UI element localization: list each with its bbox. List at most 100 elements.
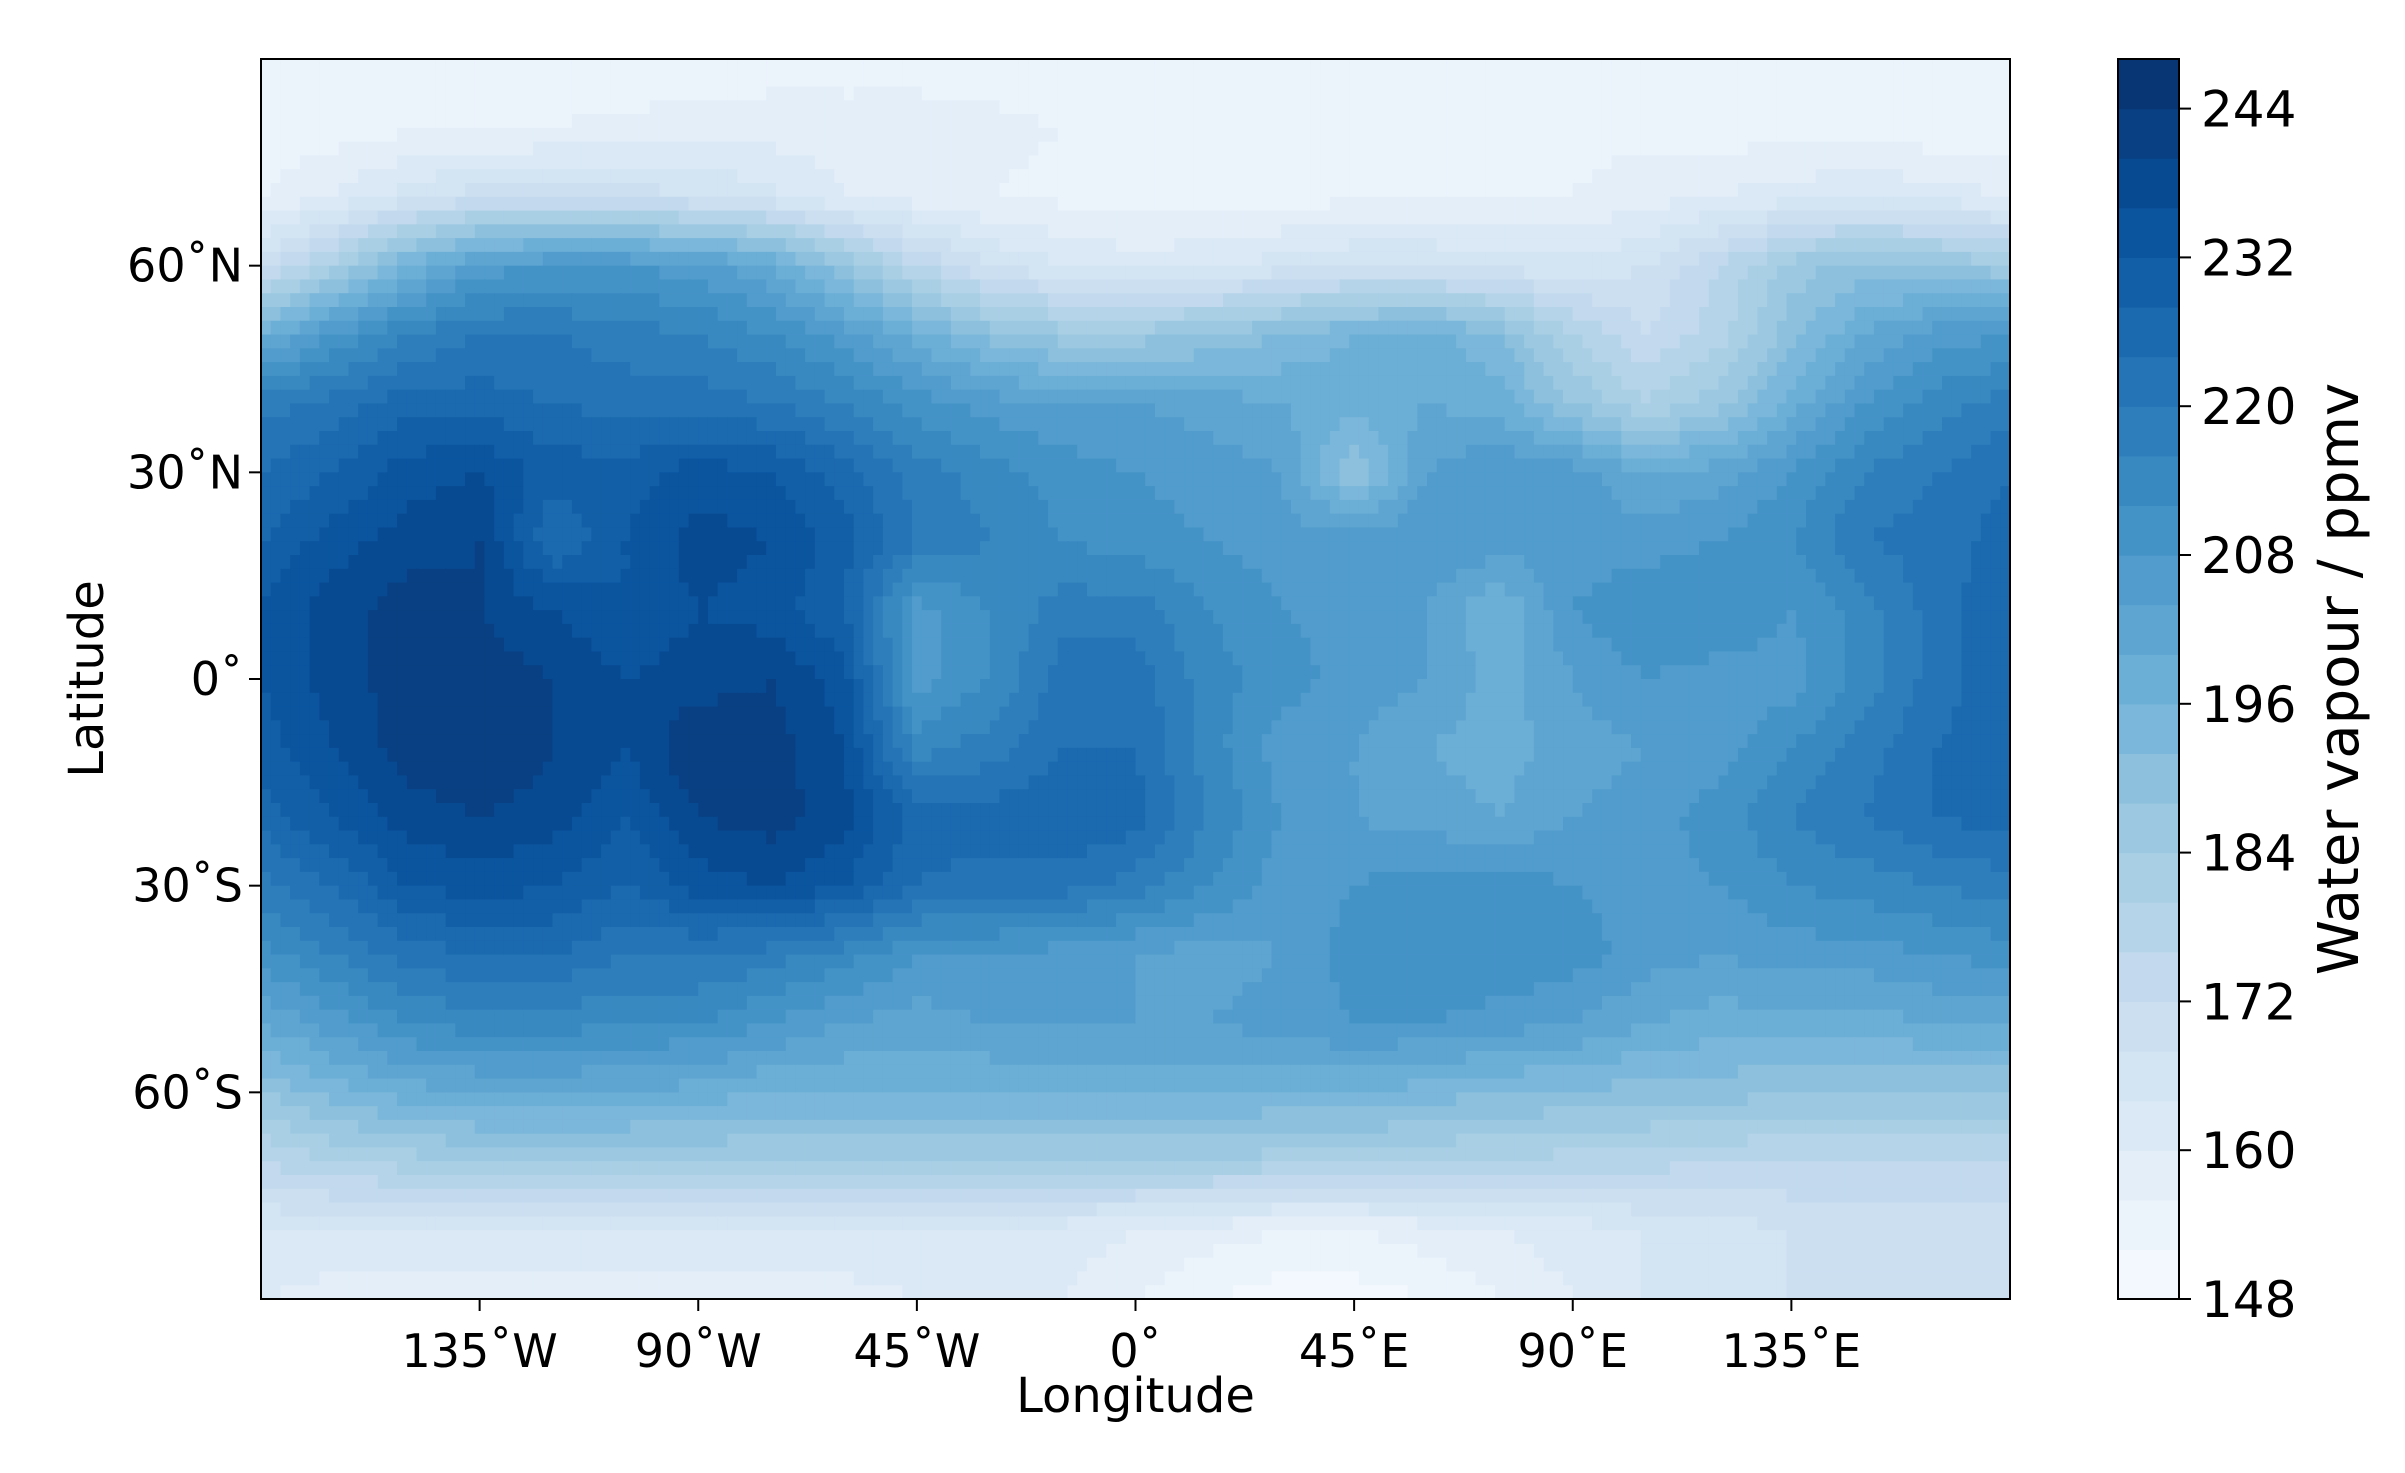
heatmap-cell xyxy=(261,196,272,212)
heatmap-cell xyxy=(1961,293,1972,308)
heatmap-cell xyxy=(1601,417,1613,432)
heatmap-cell xyxy=(1271,334,1282,349)
heatmap-cell xyxy=(1941,348,1953,363)
heatmap-cell xyxy=(1961,59,1972,74)
heatmap-cell xyxy=(406,251,418,267)
heatmap-cell xyxy=(1388,169,1399,184)
heatmap-cell xyxy=(1378,389,1389,405)
heatmap-cell xyxy=(581,155,592,170)
heatmap-cell xyxy=(630,251,641,267)
heatmap-cell xyxy=(1582,59,1593,74)
heatmap-cell xyxy=(989,251,1001,267)
heatmap-cell xyxy=(1553,417,1564,432)
heatmap-cell xyxy=(1378,100,1389,115)
heatmap-cell xyxy=(484,72,495,88)
heatmap-cell xyxy=(1980,238,1992,253)
heatmap-cell xyxy=(1533,431,1545,446)
heatmap-cell xyxy=(1388,127,1399,143)
heatmap-cell xyxy=(1193,348,1205,363)
heatmap-cell xyxy=(1844,417,1856,432)
heatmap-cell xyxy=(309,334,320,349)
heatmap-cell xyxy=(416,155,427,170)
heatmap-cell xyxy=(1718,403,1729,418)
heatmap-cell xyxy=(474,72,486,88)
heatmap-cell xyxy=(494,431,505,446)
heatmap-cell xyxy=(1164,86,1175,101)
heatmap-cell xyxy=(1669,389,1681,405)
heatmap-cell xyxy=(581,169,592,184)
heatmap-cell xyxy=(1057,431,1069,446)
heatmap-cell xyxy=(989,334,1001,349)
heatmap-cell xyxy=(727,307,738,322)
heatmap-cell xyxy=(795,293,806,308)
heatmap-cell xyxy=(1708,196,1720,212)
heatmap-cell xyxy=(1660,59,1671,74)
heatmap-cell xyxy=(309,320,320,336)
heatmap-cell xyxy=(1893,265,1904,281)
heatmap-cell xyxy=(1640,375,1652,391)
heatmap-cell xyxy=(1057,279,1069,294)
heatmap-cell xyxy=(1903,389,1914,405)
heatmap-cell xyxy=(1261,348,1273,363)
heatmap-cell xyxy=(1456,307,1467,322)
heatmap-cell xyxy=(659,127,670,143)
heatmap-cell xyxy=(882,238,894,253)
heatmap-cell xyxy=(989,183,1001,198)
heatmap-cell xyxy=(795,389,806,405)
heatmap-cell xyxy=(1339,100,1350,115)
heatmap-cell xyxy=(1582,224,1593,239)
heatmap-cell xyxy=(1611,307,1622,322)
heatmap-cell xyxy=(1708,183,1720,198)
heatmap-cell xyxy=(290,86,301,101)
heatmap-cell xyxy=(387,59,398,74)
heatmap-cell xyxy=(2000,293,2010,308)
heatmap-cell xyxy=(1067,375,1078,391)
heatmap-cell xyxy=(1699,127,1710,143)
heatmap-cell xyxy=(270,320,282,336)
heatmap-cell xyxy=(523,86,534,101)
heatmap-cell xyxy=(1611,127,1622,143)
heatmap-cell xyxy=(1932,72,1943,88)
heatmap-cell xyxy=(785,59,797,74)
heatmap-cell xyxy=(591,293,602,308)
heatmap-cell xyxy=(1407,293,1418,308)
heatmap-cell xyxy=(1358,59,1370,74)
heatmap-cell xyxy=(1495,238,1506,253)
heatmap-cell xyxy=(523,141,534,157)
heatmap-cell xyxy=(853,265,865,281)
heatmap-cell xyxy=(1699,72,1710,88)
heatmap-cell xyxy=(1912,375,1924,391)
heatmap-cell xyxy=(329,403,340,418)
heatmap-cell xyxy=(1883,334,1894,349)
heatmap-cell xyxy=(1281,307,1292,322)
heatmap-cell xyxy=(1349,320,1360,336)
heatmap-cell xyxy=(358,334,369,349)
heatmap-cell xyxy=(397,169,408,184)
heatmap-cell xyxy=(1611,169,1622,184)
heatmap-cell xyxy=(678,100,690,115)
heatmap-cell xyxy=(1368,334,1380,349)
heatmap-cell xyxy=(1592,251,1603,267)
heatmap-cell xyxy=(1524,417,1535,432)
heatmap-cell xyxy=(1543,403,1554,418)
heatmap-cell xyxy=(1018,389,1030,405)
heatmap-cell xyxy=(1971,183,1982,198)
heatmap-cell xyxy=(649,72,660,88)
heatmap-cell xyxy=(1971,59,1982,74)
heatmap-cell xyxy=(785,86,797,101)
heatmap-cell xyxy=(1184,348,1195,363)
heatmap-cell xyxy=(1903,114,1914,129)
heatmap-cell xyxy=(1679,293,1690,308)
heatmap-cell xyxy=(1358,196,1370,212)
heatmap-cell xyxy=(659,238,670,253)
heatmap-cell xyxy=(892,155,903,170)
heatmap-cell xyxy=(1621,362,1632,377)
heatmap-cell xyxy=(397,417,408,432)
heatmap-cell xyxy=(921,307,933,322)
heatmap-cell xyxy=(1106,155,1117,170)
heatmap-cell xyxy=(1524,210,1535,225)
heatmap-cell xyxy=(474,183,486,198)
heatmap-cell xyxy=(1883,114,1894,129)
heatmap-cell xyxy=(1232,114,1243,129)
heatmap-cell xyxy=(1553,307,1564,322)
